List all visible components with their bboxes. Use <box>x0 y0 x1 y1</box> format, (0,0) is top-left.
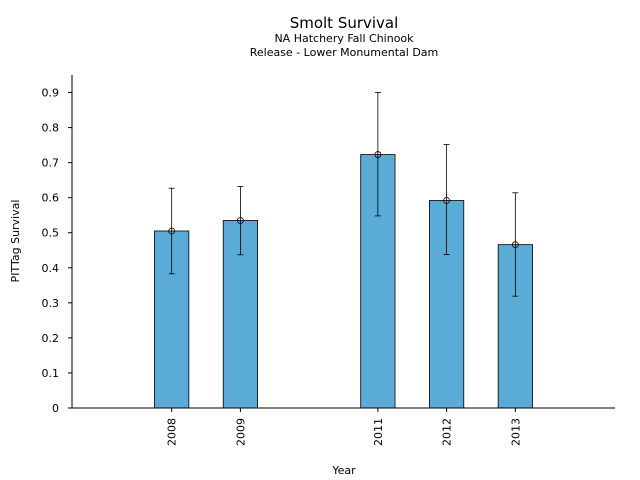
y-tick-label: 0.6 <box>42 192 60 205</box>
point-marker <box>443 197 451 204</box>
y-tick-label: 0.4 <box>42 262 60 275</box>
x-axis-label: Year <box>331 464 356 477</box>
plot-area: 0 0.1 0.2 0.3 0.4 0.5 0.6 0.7 0.8 0.9 2008 2009 2011… <box>42 87 533 446</box>
point-marker <box>236 217 244 224</box>
y-tick-label: 0.7 <box>42 157 60 170</box>
chart-subtitle-line-1: NA Hatchery Fall Chinook <box>274 32 414 45</box>
y-tick-label: 0.8 <box>42 122 60 135</box>
x-tick-label: 2013 <box>509 418 522 446</box>
y-tick-label: 0.9 <box>42 87 60 100</box>
chart-title: Smolt Survival <box>290 14 399 32</box>
x-tick-label: 2012 <box>441 418 454 446</box>
chart-subtitle-line-2: Release - Lower Monumental Dam <box>250 46 439 59</box>
x-tick-label: 2008 <box>166 418 179 446</box>
y-tick-label: 0.3 <box>42 297 60 310</box>
y-tick-label: 0.2 <box>42 332 60 345</box>
x-tick-label: 2011 <box>372 418 385 446</box>
y-tick-label: 0.1 <box>42 367 60 380</box>
point-marker <box>168 227 176 235</box>
point-marker <box>511 241 519 249</box>
y-tick-label: 0.5 <box>42 227 60 240</box>
x-tick-label: 2009 <box>234 418 247 446</box>
y-tick-label: 0 <box>52 402 59 415</box>
point-marker <box>374 151 382 158</box>
y-axis-label: PITTag Survival <box>9 200 22 283</box>
